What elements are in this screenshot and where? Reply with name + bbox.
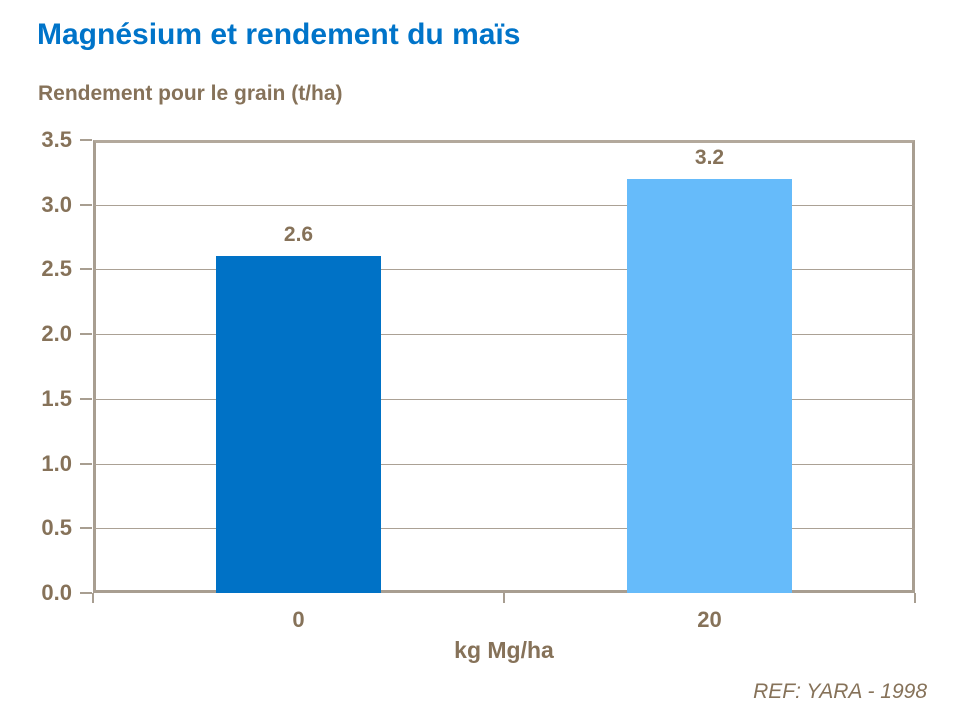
y-axis-tick	[80, 204, 92, 206]
y-axis-tick	[80, 268, 92, 270]
y-tick-label: 2.0	[41, 321, 72, 346]
bar	[216, 256, 381, 593]
x-axis-tick	[92, 593, 94, 603]
y-tick-label: 3.0	[41, 192, 72, 217]
bar	[627, 179, 792, 593]
gridline	[93, 528, 915, 529]
y-tick-label: 0.0	[41, 580, 72, 605]
gridline	[93, 269, 915, 270]
gridline	[93, 205, 915, 206]
x-tick-label: 0	[292, 607, 305, 632]
x-axis-tick	[503, 593, 505, 603]
y-tick-label: 1.5	[41, 386, 72, 411]
y-axis-tick	[80, 333, 92, 335]
gridline	[93, 334, 915, 335]
y-tick-label: 1.0	[41, 451, 72, 476]
bar-value-label: 3.2	[694, 146, 725, 169]
y-tick-label: 2.5	[41, 256, 72, 281]
x-axis-title: kg Mg/ha	[454, 637, 554, 663]
reference-note: REF: YARA - 1998	[753, 680, 927, 703]
y-axis-tick	[80, 527, 92, 529]
y-axis-tick	[80, 592, 92, 594]
gridline	[93, 399, 915, 400]
page-title: Magnésium et rendement du maïs	[37, 18, 521, 51]
x-tick-label: 20	[697, 607, 722, 632]
gridline	[93, 464, 915, 465]
y-axis-tick	[80, 463, 92, 465]
bar-value-label: 2.6	[283, 223, 314, 246]
x-axis-tick	[914, 593, 916, 603]
y-axis-tick	[80, 139, 92, 141]
y-axis-tick	[80, 398, 92, 400]
y-tick-label: 0.5	[41, 515, 72, 540]
y-axis-title: Rendement pour le grain (t/ha)	[38, 82, 343, 105]
y-tick-label: 3.5	[41, 127, 72, 152]
